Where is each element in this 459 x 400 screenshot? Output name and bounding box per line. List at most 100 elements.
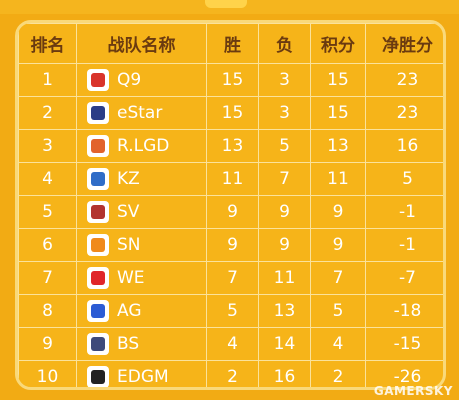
wins-cell: 2 [206, 360, 259, 387]
wins-cell: 5 [206, 294, 259, 328]
team-wrap: KZ [87, 168, 206, 190]
team-logo-icon [87, 366, 109, 387]
team-logo-mark [91, 304, 105, 318]
points-cell: 11 [310, 162, 366, 196]
top-decoration [205, 0, 247, 8]
net-wins-cell: -1 [365, 195, 443, 229]
rank-cell: 3 [18, 129, 77, 163]
header-points: 积分 [310, 23, 366, 64]
points-cell: 15 [310, 63, 366, 97]
rank-cell: 4 [18, 162, 77, 196]
net-wins-cell: -15 [365, 327, 443, 361]
team-logo-icon [87, 300, 109, 322]
points-cell: 9 [310, 195, 366, 229]
rank-cell: 10 [18, 360, 77, 387]
team-logo-mark [91, 73, 105, 87]
losses-cell: 3 [258, 63, 311, 97]
points-cell: 5 [310, 294, 366, 328]
team-wrap: WE [87, 267, 206, 289]
table-row: 1 Q9 15 3 15 23 [18, 63, 443, 97]
team-logo-mark [91, 337, 105, 351]
team-name: SV [117, 202, 140, 222]
team-logo-mark [91, 238, 105, 252]
standings-table: 排名 战队名称 胜 负 积分 净胜分 1 Q9 15 3 15 23 2 eStar 15 3 15… [18, 23, 443, 387]
team-logo-icon [87, 201, 109, 223]
wins-cell: 13 [206, 129, 259, 163]
losses-cell: 11 [258, 261, 311, 295]
rank-cell: 5 [18, 195, 77, 229]
rank-cell: 7 [18, 261, 77, 295]
losses-cell: 7 [258, 162, 311, 196]
team-cell: WE [76, 261, 207, 295]
header-losses: 负 [258, 23, 311, 64]
team-logo-icon [87, 102, 109, 124]
losses-cell: 5 [258, 129, 311, 163]
wins-cell: 9 [206, 195, 259, 229]
points-cell: 9 [310, 228, 366, 262]
team-name: EDGM [117, 367, 169, 387]
team-cell: EDGM [76, 360, 207, 387]
header-row: 排名 战队名称 胜 负 积分 净胜分 [18, 23, 443, 64]
team-cell: SN [76, 228, 207, 262]
rank-cell: 1 [18, 63, 77, 97]
team-name: SN [117, 235, 141, 255]
table-row: 8 AG 5 13 5 -18 [18, 294, 443, 328]
team-cell: SV [76, 195, 207, 229]
team-wrap: SV [87, 201, 206, 223]
team-wrap: BS [87, 333, 206, 355]
net-wins-cell: -18 [365, 294, 443, 328]
team-cell: R.LGD [76, 129, 207, 163]
team-logo-mark [91, 205, 105, 219]
standings-body: 1 Q9 15 3 15 23 2 eStar 15 3 15 23 3 R.LGD 13 5 13 16 4 KZ 1… [18, 63, 443, 387]
team-logo-icon [87, 135, 109, 157]
team-logo-mark [91, 271, 105, 285]
net-wins-cell: 16 [365, 129, 443, 163]
header-rank: 排名 [18, 23, 77, 64]
team-logo-icon [87, 267, 109, 289]
losses-cell: 9 [258, 195, 311, 229]
team-name: Q9 [117, 70, 142, 90]
team-cell: BS [76, 327, 207, 361]
team-name: R.LGD [117, 136, 170, 156]
team-logo-mark [91, 106, 105, 120]
points-cell: 15 [310, 96, 366, 130]
net-wins-cell: -1 [365, 228, 443, 262]
losses-cell: 3 [258, 96, 311, 130]
watermark: GAMERSKY [373, 384, 453, 398]
rank-cell: 9 [18, 327, 77, 361]
team-wrap: eStar [87, 102, 206, 124]
losses-cell: 16 [258, 360, 311, 387]
points-cell: 13 [310, 129, 366, 163]
team-logo-icon [87, 234, 109, 256]
header-wins: 胜 [206, 23, 259, 64]
wins-cell: 11 [206, 162, 259, 196]
net-wins-cell: 23 [365, 96, 443, 130]
wins-cell: 15 [206, 63, 259, 97]
team-wrap: AG [87, 300, 206, 322]
points-cell: 4 [310, 327, 366, 361]
team-name: eStar [117, 103, 163, 123]
net-wins-cell: 23 [365, 63, 443, 97]
points-cell: 2 [310, 360, 366, 387]
team-cell: AG [76, 294, 207, 328]
wins-cell: 9 [206, 228, 259, 262]
team-logo-icon [87, 69, 109, 91]
losses-cell: 13 [258, 294, 311, 328]
wins-cell: 4 [206, 327, 259, 361]
team-wrap: R.LGD [87, 135, 206, 157]
losses-cell: 14 [258, 327, 311, 361]
rank-cell: 8 [18, 294, 77, 328]
team-logo-mark [91, 139, 105, 153]
table-row: 4 KZ 11 7 11 5 [18, 162, 443, 196]
team-name: WE [117, 268, 145, 288]
rank-cell: 2 [18, 96, 77, 130]
team-cell: Q9 [76, 63, 207, 97]
net-wins-cell: -7 [365, 261, 443, 295]
table-row: 3 R.LGD 13 5 13 16 [18, 129, 443, 163]
table-row: 6 SN 9 9 9 -1 [18, 228, 443, 262]
team-name: KZ [117, 169, 140, 189]
team-logo-icon [87, 333, 109, 355]
net-wins-cell: -26 [365, 360, 443, 387]
table-row: 2 eStar 15 3 15 23 [18, 96, 443, 130]
team-name: AG [117, 301, 142, 321]
